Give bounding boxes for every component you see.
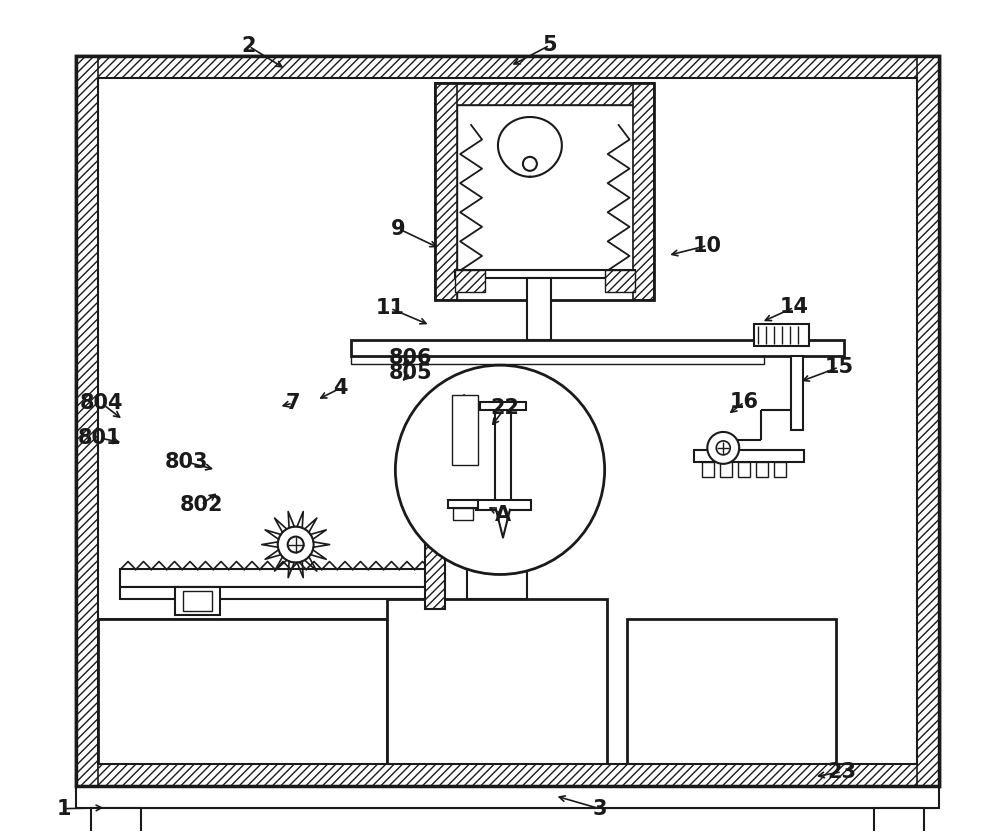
Bar bbox=[448, 500, 478, 508]
Text: 802: 802 bbox=[179, 495, 223, 515]
Bar bbox=[702, 462, 714, 477]
Text: 23: 23 bbox=[827, 762, 856, 782]
Text: 14: 14 bbox=[780, 297, 809, 317]
Text: 801: 801 bbox=[78, 428, 121, 448]
Bar bbox=[455, 270, 635, 279]
Bar bbox=[387, 599, 607, 764]
Bar bbox=[455, 270, 485, 292]
Bar bbox=[476, 500, 531, 510]
Bar bbox=[183, 592, 212, 612]
Bar bbox=[452, 395, 478, 465]
Bar bbox=[527, 279, 551, 340]
Circle shape bbox=[288, 537, 304, 552]
Bar bbox=[120, 569, 430, 587]
Bar bbox=[754, 324, 809, 346]
Bar bbox=[495, 410, 511, 510]
Circle shape bbox=[523, 157, 537, 171]
Bar bbox=[774, 462, 786, 477]
Bar bbox=[738, 462, 750, 477]
Circle shape bbox=[395, 365, 605, 574]
Bar bbox=[435, 83, 654, 300]
Circle shape bbox=[707, 432, 739, 463]
Bar bbox=[98, 78, 917, 764]
Bar bbox=[351, 356, 764, 364]
Text: 1: 1 bbox=[56, 799, 71, 819]
Bar bbox=[98, 619, 387, 764]
Text: 5: 5 bbox=[543, 35, 557, 55]
Bar bbox=[76, 57, 939, 785]
Text: 806: 806 bbox=[389, 349, 432, 369]
Bar bbox=[694, 450, 804, 462]
Bar bbox=[791, 356, 803, 430]
Text: 16: 16 bbox=[730, 392, 759, 412]
Bar bbox=[76, 57, 98, 785]
Text: 804: 804 bbox=[80, 393, 123, 413]
Bar bbox=[917, 57, 939, 785]
Bar bbox=[351, 340, 844, 356]
Text: A: A bbox=[495, 505, 511, 525]
Circle shape bbox=[278, 527, 314, 562]
Bar bbox=[76, 785, 939, 808]
Bar bbox=[98, 619, 387, 764]
Circle shape bbox=[716, 441, 730, 455]
Bar bbox=[435, 83, 457, 300]
Bar bbox=[605, 270, 635, 292]
Bar bbox=[756, 462, 768, 477]
Bar bbox=[120, 587, 430, 599]
Bar bbox=[874, 808, 924, 832]
Bar bbox=[633, 83, 654, 300]
Bar bbox=[425, 540, 445, 609]
Bar bbox=[76, 57, 939, 785]
Bar bbox=[720, 462, 732, 477]
Text: 22: 22 bbox=[490, 398, 519, 418]
Text: 7: 7 bbox=[285, 393, 300, 413]
Text: 15: 15 bbox=[824, 357, 853, 377]
Bar bbox=[175, 587, 220, 616]
Bar bbox=[480, 402, 526, 410]
Bar bbox=[91, 808, 141, 832]
Text: 805: 805 bbox=[388, 363, 432, 384]
Bar bbox=[467, 569, 527, 599]
Text: 3: 3 bbox=[592, 799, 607, 819]
Bar bbox=[435, 83, 654, 105]
Bar bbox=[453, 508, 473, 520]
Text: 11: 11 bbox=[376, 299, 405, 319]
Bar bbox=[76, 764, 939, 785]
Text: 803: 803 bbox=[164, 452, 208, 472]
Text: 10: 10 bbox=[693, 235, 722, 255]
Bar bbox=[627, 619, 836, 764]
Text: 4: 4 bbox=[333, 378, 348, 398]
Bar bbox=[425, 540, 445, 609]
Text: 2: 2 bbox=[242, 37, 256, 57]
Bar bbox=[457, 105, 633, 300]
Bar bbox=[76, 57, 939, 78]
Text: 9: 9 bbox=[391, 219, 406, 239]
Polygon shape bbox=[496, 510, 510, 537]
